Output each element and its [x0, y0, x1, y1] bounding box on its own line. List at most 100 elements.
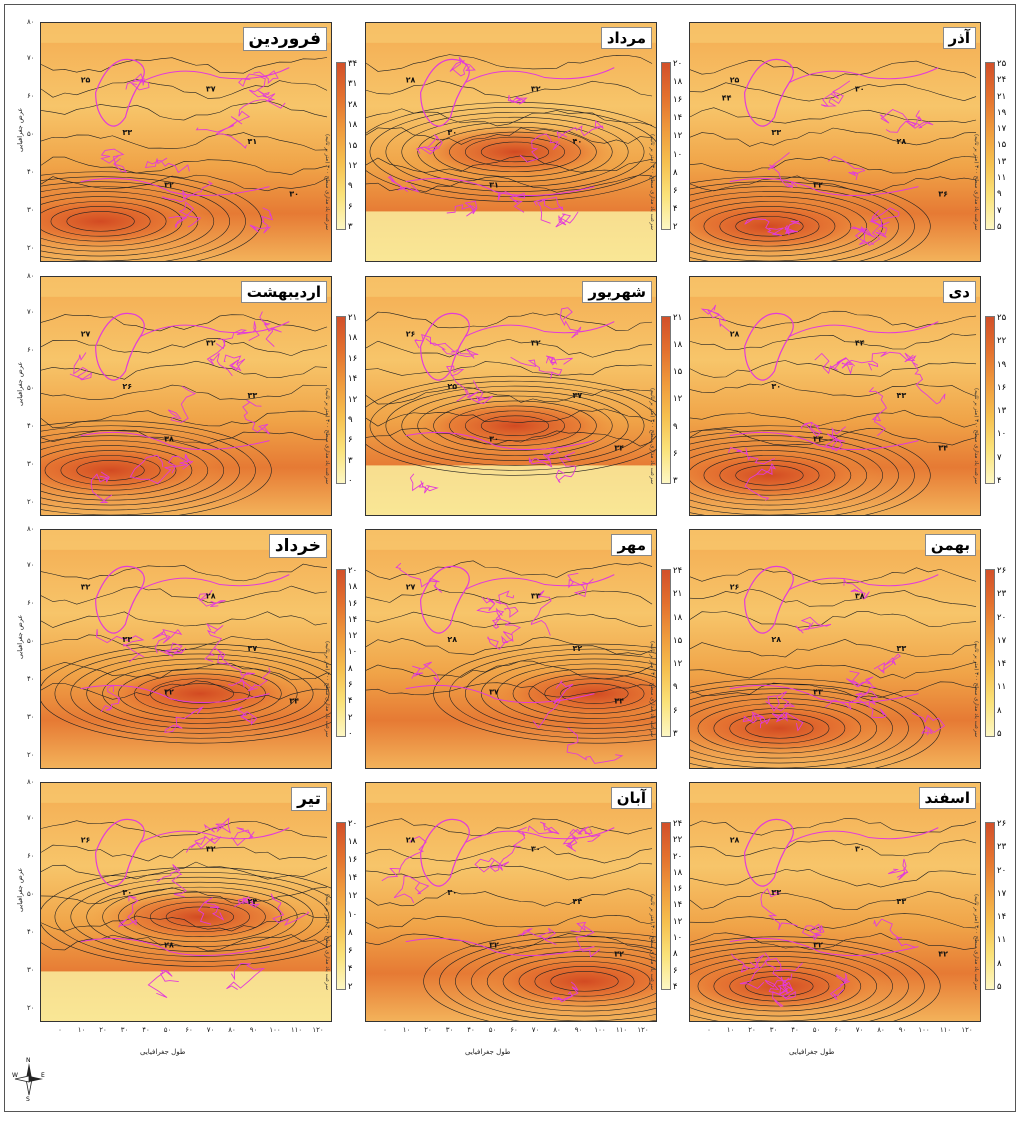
colorbar-tick: ۶ — [673, 185, 678, 196]
colorbar-tick: ۱۶ — [997, 382, 1007, 393]
contour-label: ۳۳ — [771, 888, 781, 897]
contour-label: ۲۶ — [122, 382, 132, 391]
longitude-ticks: ۰ ۱۰ ۲۰ ۳۰ ۴۰ ۵۰ ۶۰ ۷۰ ۸۰ ۹۰ ۱۰۰ ۱۱۰ ۱۲۰ — [689, 1026, 981, 1038]
latitude-tick: ۵۰ — [27, 384, 35, 392]
contour-label: ۳۱ — [489, 181, 499, 190]
colorbar — [985, 569, 995, 737]
colorbar-tick: ۱۸ — [673, 867, 683, 878]
contour-label: ۲۸ — [730, 836, 740, 845]
map-panel: ۲۶ ۲۵ ۳۰ ۳۲ ۳۷ ۳۴ شهریور ۲۱ ۱۸ ۱۵ ۱۲ ۹ ۶ ۳ (متر بر ثان… — [365, 276, 690, 526]
longitude-tick: ۳۰ — [120, 1026, 129, 1034]
colorbar-tick: ۱۸ — [673, 612, 683, 623]
colorbar-tick: ۱۱ — [997, 935, 1007, 946]
longitude-tick: ۱۰۰ — [918, 1026, 930, 1034]
contour-label: ۴۳ — [813, 435, 823, 444]
wind-speed-map: ۲۶ ۲۸ ۴۳ ۳۸ ۳۳ بهمن — [689, 529, 981, 769]
contour-label: ۳۷ — [206, 84, 216, 93]
colorbar-tick: ۲۶ — [997, 819, 1007, 829]
longitude-tick: ۴۰ — [142, 1026, 150, 1034]
colorbar-unit: (متر بر ثانیه) سرعت باد مداری سطح ۳۰۰ — [649, 388, 655, 484]
contour-label: ۳۴ — [614, 697, 624, 706]
latitude-tick: ۷۰ — [27, 54, 35, 62]
contour-label: ۳۷ — [248, 644, 258, 653]
colorbar-tick: ۱۵ — [997, 140, 1007, 151]
north-label: N — [26, 1057, 31, 1064]
colorbar-unit: (متر بر ثانیه) سرعت باد مداری سطح ۳۰۰ — [649, 134, 655, 230]
contour-label: ۴۴ — [573, 897, 583, 906]
contour-label: ۴۴ — [855, 338, 865, 347]
colorbar — [336, 62, 346, 230]
contour-label: ۳۳ — [248, 391, 258, 400]
colorbar-ticks: ۲۴ ۲۱ ۱۸ ۱۵ ۱۲ ۹ ۶ ۳ — [673, 567, 691, 739]
contour-label: ۲۶ — [81, 836, 91, 845]
colorbar-tick: ۲۰ — [348, 566, 358, 576]
colorbar-tick: ۱۲ — [673, 659, 683, 670]
colorbar — [661, 62, 671, 230]
contour-label: ۳۰ — [531, 844, 541, 853]
latitude-tick: ۶۰ — [27, 346, 35, 354]
contour-label: ۳۸ — [855, 591, 865, 600]
month-label: آذر — [942, 27, 976, 49]
colorbar-tick: ۸ — [673, 949, 678, 960]
colorbar-tick: ۱۷ — [997, 124, 1007, 135]
contour-label: ۳۲ — [531, 338, 541, 347]
colorbar-tick: ۲۳ — [997, 842, 1007, 853]
contour-label: ۳۲ — [81, 583, 91, 592]
colorbar-ticks: ۲۱ ۱۸ ۱۶ ۱۴ ۱۲ ۹ ۶ ۳ ۰ — [348, 314, 366, 486]
longitude-tick: ۹۰ — [574, 1026, 583, 1034]
contour-label: ۳۲ — [614, 950, 624, 959]
colorbar-tick: ۵ — [997, 221, 1002, 232]
colorbar — [985, 822, 995, 990]
colorbar-tick: ۲۱ — [348, 313, 358, 323]
colorbar-ticks: ۲۰ ۱۸ ۱۶ ۱۴ ۱۲ ۱۰ ۸ ۶ ۴ ۲ — [673, 60, 691, 232]
longitude-tick: ۸۰ — [553, 1026, 561, 1034]
contour-label: ۲۵ — [81, 76, 91, 85]
colorbar-tick: ۱۴ — [348, 374, 358, 385]
colorbar-tick: ۱۵ — [673, 635, 683, 646]
longitude-tick: ۶۰ — [185, 1026, 193, 1034]
colorbar-tick: ۳ — [348, 455, 353, 466]
colorbar-tick: ۱۲ — [348, 631, 358, 642]
colorbar-tick: ۱۰ — [673, 933, 683, 944]
contour-label: ۳۶ — [938, 190, 948, 199]
longitude-axis-title: طول جغرافیایی — [789, 1048, 835, 1056]
contour-label: ۴۴ — [722, 93, 732, 102]
latitude-tick: ۳۰ — [27, 966, 35, 974]
colorbar — [336, 569, 346, 737]
contour-label: ۳۰ — [122, 888, 132, 897]
latitude-ticks: ۸۰ ۷۰ ۶۰ ۵۰ ۴۰ ۳۰ ۲۰ — [27, 525, 39, 769]
colorbar-ticks: ۲۴ ۲۲ ۲۰ ۱۸ ۱۶ ۱۴ ۱۲ ۱۰ ۸ ۶ ۴ — [673, 820, 691, 992]
latitude-tick: ۶۰ — [27, 92, 35, 100]
colorbar-tick: ۱۹ — [997, 107, 1007, 118]
colorbar-tick: ۹ — [348, 181, 353, 192]
colorbar-ticks: ۳۴ ۳۱ ۲۸ ۱۸ ۱۵ ۱۲ ۹ ۶ ۳ — [348, 60, 366, 232]
colorbar-tick: ۱۲ — [673, 916, 683, 927]
colorbar-unit: (متر بر ثانیه) سرعت باد مداری سطح ۳۰۰ — [324, 641, 330, 737]
north-arrow: N S W E — [12, 1057, 46, 1103]
colorbar-tick: ۱۴ — [348, 614, 358, 625]
colorbar-tick: ۱۱ — [997, 682, 1007, 693]
longitude-ticks: ۰ ۱۰ ۲۰ ۳۰ ۴۰ ۵۰ ۶۰ ۷۰ ۸۰ ۹۰ ۱۰۰ ۱۱۰ ۱۲۰ — [365, 1026, 657, 1038]
colorbar-tick: ۶ — [673, 965, 678, 976]
colorbar-tick: ۲ — [348, 981, 353, 992]
contour-label: ۳۴ — [289, 697, 299, 706]
longitude-axis-title: طول جغرافیایی — [465, 1048, 511, 1056]
contour-label: ۳۲ — [164, 181, 174, 190]
contour-label: ۲۸ — [406, 76, 416, 85]
month-label: خرداد — [268, 534, 327, 558]
colorbar-tick: ۱۲ — [348, 394, 358, 405]
colorbar-tick: ۹ — [997, 189, 1002, 200]
colorbar-tick: ۷ — [997, 452, 1002, 463]
latitude-ticks: ۸۰ ۷۰ ۶۰ ۵۰ ۴۰ ۳۰ ۲۰ — [27, 778, 39, 1022]
wind-speed-map: ۲۶ ۳۰ ۲۸ ۳۲ ۲۴ تیر — [40, 782, 332, 1022]
contour-label: ۲۵ — [730, 76, 740, 85]
colorbar-tick: ۱۸ — [348, 333, 358, 344]
map-panel: ۲۸ ۳۰ ۳۲ ۳۰ ۴۴ ۳۲ آبان ۲۴ ۲۲ ۲۰ ۱۸ ۱۶ ۱۴ ۱۲ ۱۰ ۸ ۶ ۴ (متر … — [365, 782, 691, 1034]
map-panel: ۲۸ ۳۰ ۴۳ ۴۴ ۴۳ ۳۴ دی ۲۵ ۲۲ ۱۹ ۱۶ ۱۳ ۱۰ ۷ ۴ (متر بر ثانی… — [689, 276, 1014, 526]
colorbar-ticks: ۲۰ ۱۸ ۱۶ ۱۴ ۱۲ ۱۰ ۸ ۶ ۴ ۲ — [348, 820, 366, 992]
longitude-tick: ۶۰ — [834, 1026, 842, 1034]
longitude-tick: ۱۰۰ — [269, 1026, 281, 1034]
latitude-axis-title: عرض جغرافیایی — [16, 867, 24, 912]
colorbar-tick: ۱۴ — [673, 113, 683, 124]
colorbar-tick: ۷ — [997, 205, 1002, 216]
